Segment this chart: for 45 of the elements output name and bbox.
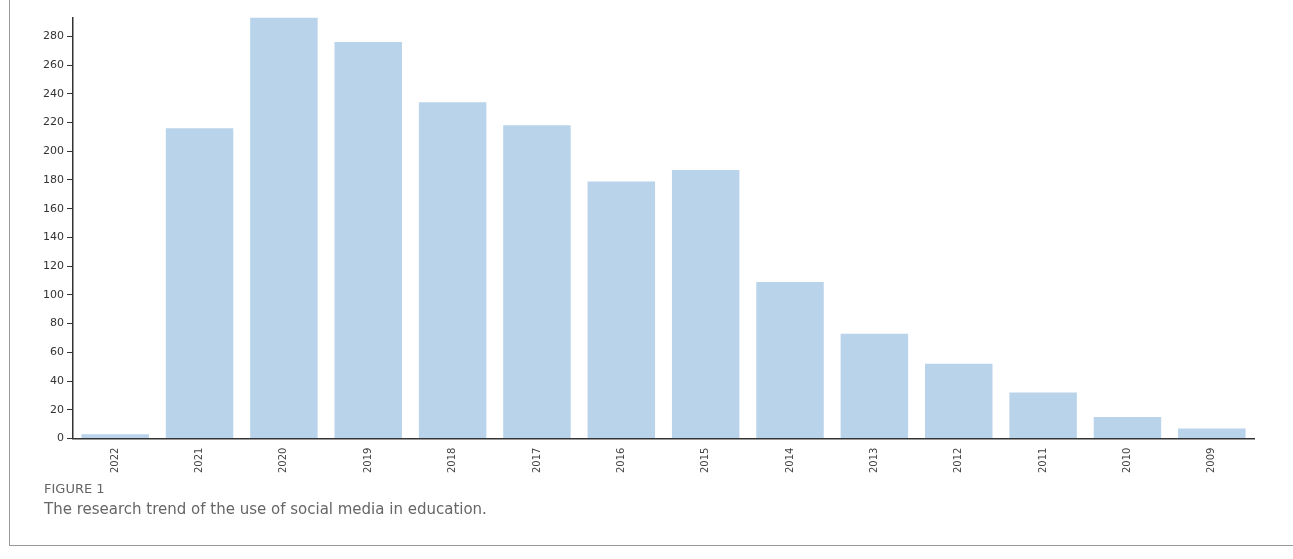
bar bbox=[1178, 428, 1246, 439]
text: FIGURE 1 bbox=[44, 481, 105, 496]
y-tick-label: 100 bbox=[43, 287, 64, 301]
x-tick-label: 2022 bbox=[108, 447, 120, 473]
y-tick-label: 120 bbox=[43, 259, 64, 273]
y-tick-label: 220 bbox=[43, 115, 64, 129]
y-tick-label: 260 bbox=[43, 57, 64, 71]
y-tick-label: 240 bbox=[43, 86, 64, 100]
y-tick-label: 20 bbox=[50, 402, 64, 416]
bar bbox=[81, 434, 149, 439]
x-tick-label: 2021 bbox=[193, 447, 205, 473]
bar bbox=[418, 102, 487, 439]
bar bbox=[925, 363, 993, 439]
bar bbox=[587, 181, 656, 439]
x-tick-label: 2017 bbox=[530, 447, 542, 473]
y-tick-label: 280 bbox=[43, 29, 64, 43]
y-tick-label: 160 bbox=[43, 201, 64, 215]
bar bbox=[165, 128, 234, 439]
x-tick-label: 2010 bbox=[1121, 447, 1133, 473]
x-tick-label: 2015 bbox=[699, 447, 711, 473]
bar bbox=[250, 17, 318, 439]
x-tick-label: 2018 bbox=[446, 447, 458, 473]
bar bbox=[671, 169, 740, 439]
y-tick-label: 0 bbox=[57, 431, 64, 445]
y-tick-label: 60 bbox=[50, 345, 64, 359]
y-tick-label: 140 bbox=[43, 230, 64, 244]
bar bbox=[840, 333, 909, 439]
y-tick-label: 180 bbox=[43, 172, 64, 186]
y-tick-label: 40 bbox=[50, 373, 64, 387]
y-tick-label: 200 bbox=[43, 144, 64, 158]
x-tick-label: 2012 bbox=[952, 447, 964, 473]
text: The research trend of the use of social media in education. bbox=[44, 500, 487, 518]
x-tick-label: 2013 bbox=[867, 447, 879, 473]
bar bbox=[756, 281, 824, 439]
x-tick-label: 2009 bbox=[1205, 447, 1217, 473]
x-tick-label: 2019 bbox=[361, 447, 373, 473]
bar bbox=[1009, 392, 1077, 439]
x-tick-label: 2020 bbox=[277, 447, 289, 473]
bar bbox=[1093, 417, 1162, 439]
x-tick-label: 2011 bbox=[1036, 447, 1048, 473]
x-tick-label: 2016 bbox=[614, 447, 626, 473]
bar bbox=[503, 125, 571, 439]
y-tick-label: 80 bbox=[50, 316, 64, 330]
x-tick-label: 2014 bbox=[783, 447, 795, 473]
bar bbox=[334, 42, 402, 439]
